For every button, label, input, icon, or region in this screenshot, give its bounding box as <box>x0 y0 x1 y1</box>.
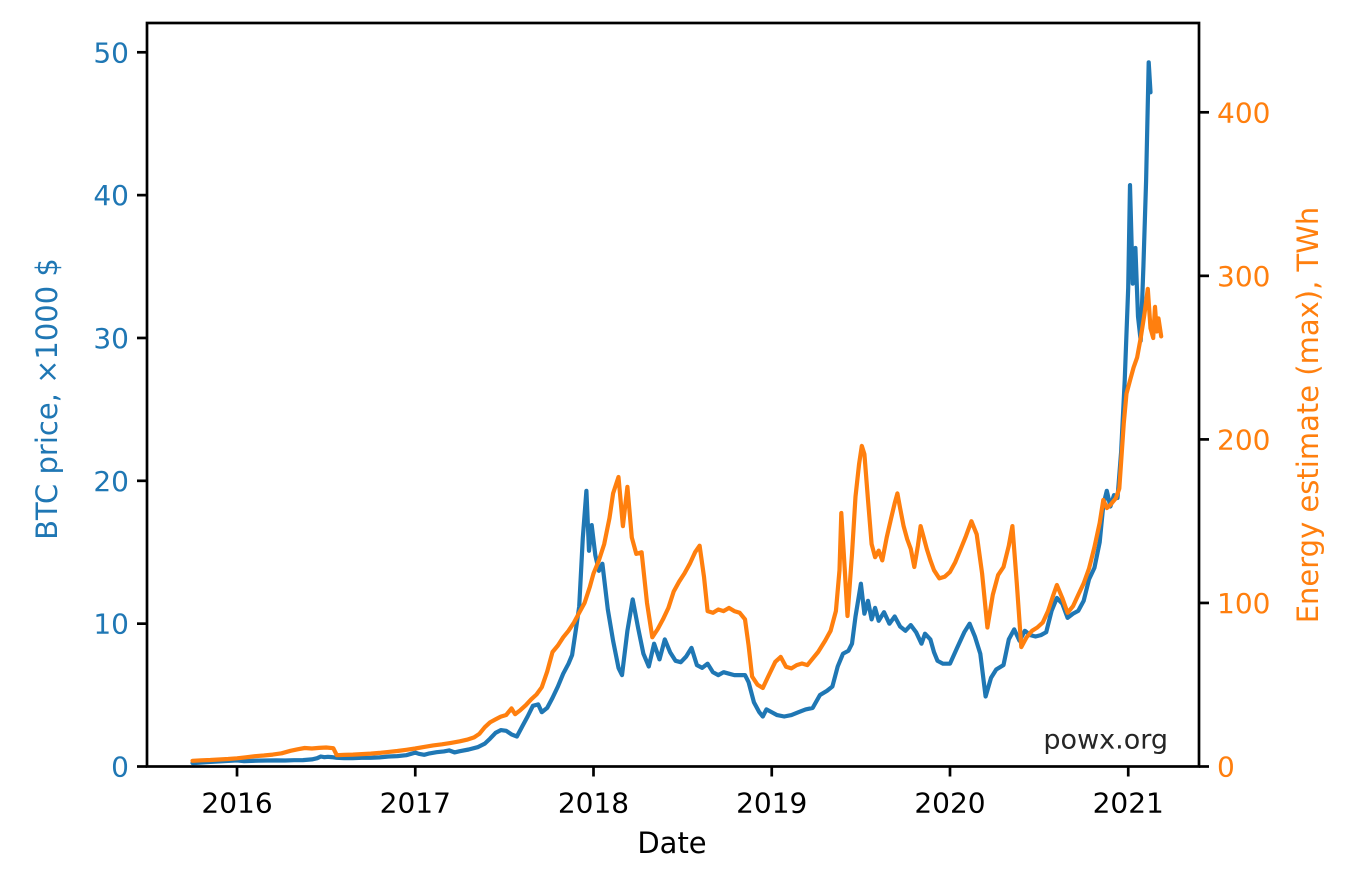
x-tick-label: 2017 <box>380 787 451 820</box>
x-tick-label: 2021 <box>1093 787 1164 820</box>
watermark-text: powx.org <box>1043 724 1168 756</box>
x-tick-label: 2018 <box>558 787 629 820</box>
y-left-tick-label: 40 <box>93 179 129 212</box>
x-tick-label: 2019 <box>736 787 807 820</box>
y-right-tick-label: 300 <box>1217 260 1270 293</box>
y-left-tick-label: 30 <box>93 322 129 355</box>
x-tick-label: 2016 <box>201 787 272 820</box>
energy-estimate-line <box>190 286 1164 763</box>
y-right-tick-label: 400 <box>1217 96 1270 129</box>
y-left-tick-label: 50 <box>93 36 129 69</box>
y-right-tick-label: 0 <box>1217 751 1235 784</box>
y-right-tick-label: 100 <box>1217 587 1270 620</box>
y-left-tick-label: 20 <box>93 465 129 498</box>
x-tick-label: 2020 <box>914 787 985 820</box>
right-axis-title: Energy estimate (max), TWh <box>1291 206 1325 624</box>
y-right-tick-label: 200 <box>1217 423 1270 456</box>
plot-frame <box>145 21 1201 768</box>
left-axis-title: BTC price, ×1000 $ <box>30 258 64 540</box>
y-left-tick-label: 0 <box>111 751 129 784</box>
x-axis-title: Date <box>637 826 707 860</box>
btc-price-line <box>190 60 1153 766</box>
y-left-tick-label: 10 <box>93 608 129 641</box>
